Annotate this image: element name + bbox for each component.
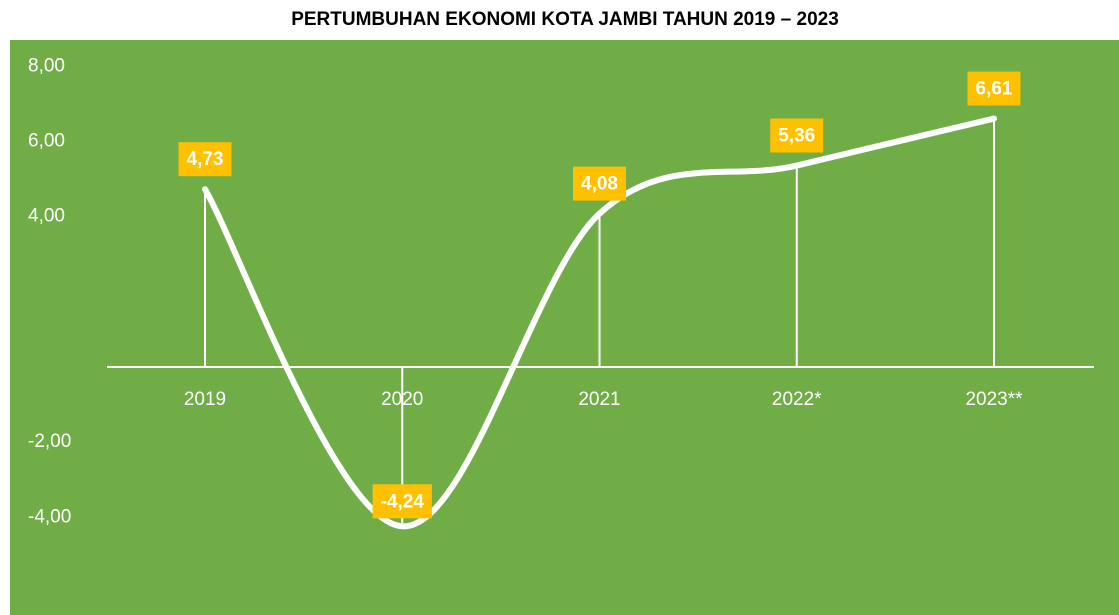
x-tick-label: 2021 [578,389,620,410]
data-label: 5,36 [778,126,815,147]
y-tick-label: 8,00 [28,55,65,76]
data-label-box [573,166,626,201]
data-label: 6,61 [976,79,1013,100]
data-label-box [770,118,824,153]
data-label-box [967,71,1021,106]
chart-title: PERTUMBUHAN EKONOMI KOTA JAMBI TAHUN 201… [291,9,839,30]
x-tick-label: 2023** [965,389,1023,410]
x-tick-label: 2019 [184,389,226,410]
x-tick-label: 2022* [772,389,822,410]
data-label: -4,24 [381,491,425,512]
y-tick-label: -4,00 [28,506,71,527]
y-tick-label: 4,00 [28,206,65,227]
data-label-box [372,484,432,519]
data-label-box [178,142,232,177]
line-series [202,115,997,530]
data-label: 4,08 [581,174,618,195]
x-tick-label: 2020 [381,389,423,410]
y-tick-label: -2,00 [28,431,71,452]
data-label: 4,73 [187,149,224,170]
y-tick-label: 6,00 [28,130,65,151]
